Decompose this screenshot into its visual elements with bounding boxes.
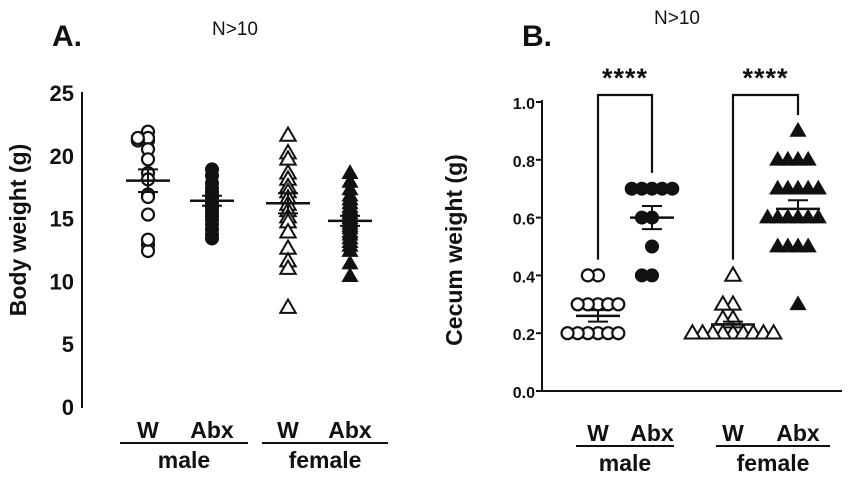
panel-b-significance-bracket [731, 93, 800, 260]
panel-b-data-point [580, 268, 595, 283]
panel-b-data-point [665, 181, 680, 196]
panel-b-plot: 0.0 0.2 0.4 0.6 0.8 1.0 W Abx W Abx male female ****… [513, 63, 842, 476]
panel-b-data-point [645, 239, 659, 254]
panel-a-plot: 0 5 10 15 20 25 W Abx W Abx male female [50, 81, 388, 473]
panel-a-data-point [140, 243, 156, 259]
panel-b-y-axis-title: Cecum weight (g) [441, 154, 467, 346]
panel-b-data-point [799, 237, 817, 253]
panel-a-category-label: Abx [190, 417, 234, 443]
panel-a-category-label: W [137, 417, 159, 443]
panel-b-label: B. [522, 20, 552, 53]
panel-a-data-point [130, 130, 145, 146]
panel-b-data-point [758, 208, 777, 224]
panel-a-y-tick-label: 5 [62, 332, 74, 357]
panel-a-data-point [278, 222, 298, 239]
panel-b-data-point [611, 326, 626, 341]
panel-a-y-tick-label: 25 [50, 81, 74, 106]
panel-b-category-label: Abx [776, 420, 820, 446]
panel-b-data-point [809, 179, 827, 195]
panel-b-data-point [634, 268, 649, 283]
panel-b-y-tick-label: 0.2 [513, 327, 535, 344]
panel-a-data-point [140, 152, 156, 167]
panel-b-significance-stars: **** [742, 63, 788, 93]
panel-b-data-point [799, 150, 817, 166]
panel-b-data-point [682, 323, 702, 340]
panel-b-data-point [560, 326, 575, 341]
panel-b-data-point [769, 237, 787, 253]
panel-a-category-label: W [277, 417, 299, 443]
panel-b-y-tick-label: 0.0 [513, 385, 535, 402]
panel-b-data-point [570, 297, 585, 312]
panel-b-data-point [769, 150, 787, 166]
panel-b-category-label: W [587, 420, 609, 446]
panel-a-y-tick-label: 20 [50, 144, 74, 169]
panel-a-category-label: Abx [328, 417, 372, 443]
panel-a-y-tick-label: 10 [50, 269, 74, 294]
panel-a-data-point [140, 232, 156, 247]
panel-b-n-label: N>10 [654, 8, 700, 29]
panel-b-data-point [769, 179, 787, 195]
panel-b-y-tick-label: 0.6 [513, 212, 535, 229]
panel-b-data-point [624, 181, 639, 196]
panel-a-data-point [341, 254, 359, 270]
panel-a-data-point [205, 231, 219, 246]
panel-b-category-label: Abx [630, 420, 674, 446]
panel-b-data-point [611, 297, 626, 312]
panel-a-label: A. [52, 20, 82, 53]
panel-b-sex-label: male [599, 450, 651, 476]
panel-b-data-point [723, 265, 743, 282]
panel-b-y-tick-label: 0.8 [513, 154, 535, 171]
panel-b-category-label: W [722, 420, 744, 446]
panel-a-n-label: N>10 [212, 19, 258, 40]
panel-b-y-tick-label: 0.4 [513, 269, 535, 286]
panel-a-y-tick-label: 0 [62, 395, 74, 420]
panel-b-data-point [789, 295, 807, 311]
panel-a-sex-label: male [158, 447, 210, 473]
panel-a-y-tick-label: 15 [50, 207, 74, 232]
panel-b-data-point [789, 121, 807, 137]
panel-b-significance-stars: **** [602, 63, 648, 93]
panel-b-significance-bracket [596, 93, 654, 260]
panel-a-data-point [140, 207, 156, 222]
panel-b-sex-label: female [737, 450, 810, 476]
panel-a-data-point [278, 125, 298, 142]
panel-b-data-point [809, 208, 827, 224]
panel-b-data-point [764, 323, 784, 340]
panel-a-data-point [278, 297, 298, 314]
panel-a-y-axis-title: Body weight (g) [5, 144, 31, 316]
panel-a-data-point [341, 267, 359, 282]
panel-b-y-tick-label: 1.0 [513, 96, 535, 113]
panel-a-sex-label: female [289, 447, 362, 473]
panel-a-data-point [278, 258, 298, 275]
